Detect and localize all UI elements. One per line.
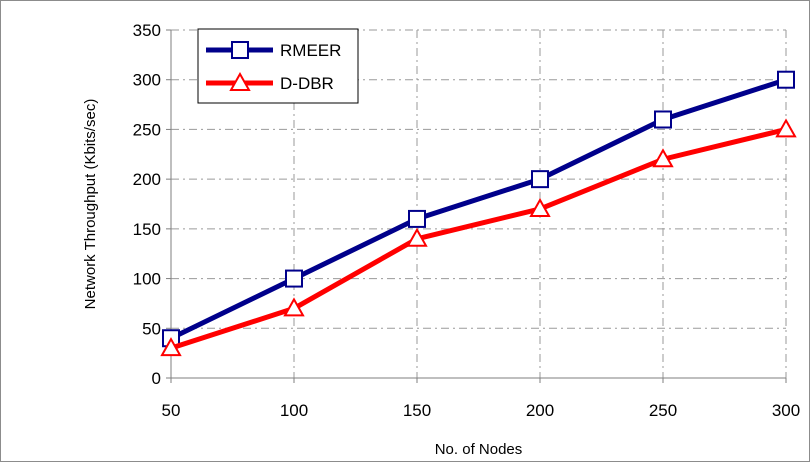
- y-tick-label: 350: [133, 21, 161, 40]
- x-tick-label: 150: [403, 401, 431, 420]
- x-tick-label: 300: [772, 401, 800, 420]
- data-point-d-dbr: [160, 337, 182, 357]
- x-tick-label: 100: [280, 401, 308, 420]
- y-tick-label: 250: [133, 120, 161, 139]
- data-point-d-dbr: [775, 118, 797, 138]
- legend-label-rmeer: RMEER: [280, 41, 341, 60]
- legend-box: [197, 28, 359, 104]
- y-tick-label: 150: [133, 220, 161, 239]
- legend: RMEER D-DBR: [197, 28, 359, 104]
- series-line-d-dbr: [170, 126, 787, 351]
- series-line-rmeer: [169, 77, 787, 341]
- data-point-d-dbr: [283, 297, 305, 317]
- y-axis-title: Network Throughput (Kbits/sec): [82, 99, 99, 310]
- x-tick-label: 250: [649, 401, 677, 420]
- data-point-rmeer: [654, 110, 672, 129]
- data-point-rmeer: [777, 70, 795, 89]
- data-point-d-dbr: [652, 148, 674, 168]
- legend-marker-rmeer: [231, 41, 249, 59]
- legend-label-d-dbr: D-DBR: [280, 74, 334, 93]
- data-point-rmeer: [531, 170, 549, 189]
- y-tick-label: 0: [152, 369, 161, 388]
- y-tick-label: 100: [133, 270, 161, 289]
- x-tick-label: 50: [162, 401, 181, 420]
- axes: [166, 29, 787, 383]
- data-point-rmeer: [408, 209, 426, 228]
- series-d-dbr: [160, 118, 797, 357]
- legend-marker-d-dbr: [229, 71, 251, 91]
- data-point-d-dbr: [529, 197, 551, 217]
- y-tick-label: 300: [133, 71, 161, 90]
- x-tick-label: 200: [526, 401, 554, 420]
- legend-item-rmeer: RMEER: [206, 41, 341, 60]
- data-point-rmeer: [285, 269, 303, 288]
- y-tick-label: 200: [133, 170, 161, 189]
- series-rmeer: [162, 70, 795, 348]
- data-point-d-dbr: [406, 227, 428, 247]
- legend-item-d-dbr: D-DBR: [206, 71, 334, 93]
- series-layer: [160, 70, 797, 357]
- y-tick-label: 50: [142, 319, 161, 338]
- x-axis-title: No. of Nodes: [435, 441, 523, 458]
